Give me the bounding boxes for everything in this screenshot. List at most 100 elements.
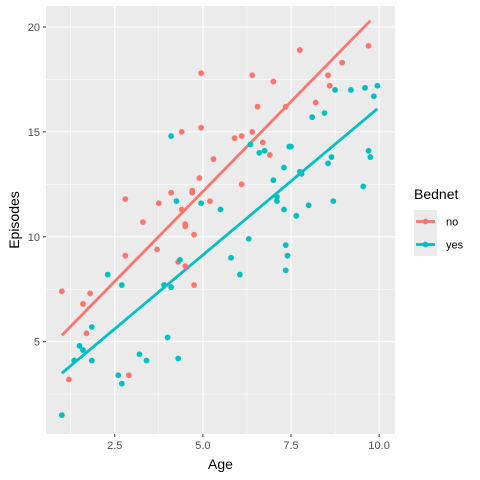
- data-point-yes: [118, 282, 125, 288]
- data-point-yes: [332, 87, 338, 93]
- data-point-yes: [274, 194, 280, 200]
- data-point-no: [140, 219, 146, 225]
- fit-line-yes: [60, 107, 379, 375]
- data-point-no: [259, 139, 266, 146]
- data-point-yes: [143, 357, 150, 364]
- axes: 2.5 5.0 7.5 10.0 5 10 15 20: [28, 22, 390, 452]
- x-tick-label: 7.5: [283, 440, 298, 452]
- data-point-yes: [175, 355, 182, 362]
- data-point-yes: [370, 93, 377, 100]
- data-point-yes: [367, 154, 374, 160]
- x-tick-label: 5.0: [195, 440, 210, 452]
- x-axis-title: Age: [208, 456, 233, 472]
- data-point-yes: [360, 183, 367, 190]
- data-point-no: [296, 47, 303, 53]
- data-point-no: [80, 301, 86, 307]
- data-point-no: [125, 372, 132, 379]
- data-point-yes: [281, 164, 287, 171]
- data-point-yes: [88, 357, 95, 364]
- data-point-no: [182, 223, 189, 230]
- data-point-yes: [136, 351, 143, 358]
- y-tick-label: 5: [34, 337, 40, 349]
- data-point-yes: [261, 147, 268, 154]
- data-point-yes: [164, 334, 171, 341]
- data-point-no: [249, 72, 256, 79]
- data-point-no: [191, 231, 197, 238]
- data-point-no: [270, 78, 277, 85]
- data-point-yes: [104, 271, 111, 278]
- legend: Bednet no yes: [414, 186, 464, 256]
- legend-label-no: no: [446, 217, 458, 229]
- data-point-yes: [328, 154, 335, 160]
- data-point-no: [122, 252, 129, 259]
- data-point-no: [266, 152, 273, 158]
- data-point-yes: [236, 271, 243, 278]
- data-point-no: [87, 290, 93, 297]
- data-point-no: [231, 135, 238, 142]
- data-point-yes: [274, 198, 280, 205]
- data-point-yes: [80, 347, 86, 353]
- data-point-yes: [198, 200, 205, 207]
- data-point-no: [168, 189, 175, 196]
- data-point-yes: [177, 256, 183, 263]
- data-point-yes: [88, 324, 95, 330]
- data-point-no: [191, 282, 197, 288]
- data-point-yes: [284, 252, 291, 259]
- data-point-no: [312, 99, 319, 106]
- data-point-no: [83, 330, 90, 337]
- data-point-yes: [76, 342, 83, 349]
- data-point-no: [365, 42, 372, 49]
- data-point-yes: [168, 133, 175, 139]
- fit-line-no: [60, 19, 372, 337]
- data-point-yes: [281, 206, 287, 213]
- data-point-no: [58, 288, 65, 295]
- legend-title: Bednet: [414, 186, 458, 202]
- data-point-no: [254, 103, 261, 110]
- data-point-yes: [71, 357, 78, 364]
- data-point-no: [196, 175, 203, 181]
- data-points: [58, 42, 381, 419]
- legend-label-yes: yes: [446, 240, 464, 252]
- data-point-yes: [245, 235, 252, 242]
- data-point-no: [325, 72, 331, 79]
- data-point-yes: [58, 412, 65, 419]
- data-point-yes: [298, 170, 305, 177]
- data-point-yes: [325, 160, 331, 167]
- y-axis-title: Episodes: [6, 191, 22, 249]
- x-tick-label: 2.5: [107, 440, 122, 452]
- data-point-no: [326, 82, 333, 89]
- data-point-no: [122, 196, 129, 202]
- data-point-yes: [348, 87, 354, 93]
- plot-panel: [46, 6, 395, 434]
- legend-key-point-no: [422, 218, 429, 225]
- data-point-yes: [362, 84, 368, 91]
- data-point-no: [282, 103, 289, 110]
- data-point-yes: [305, 202, 312, 209]
- data-point-yes: [270, 177, 277, 184]
- data-point-yes: [365, 147, 372, 154]
- data-point-yes: [330, 198, 337, 205]
- data-point-no: [210, 156, 217, 163]
- data-point-no: [154, 246, 160, 253]
- data-point-yes: [309, 114, 316, 121]
- data-point-yes: [293, 212, 300, 219]
- data-point-yes: [228, 254, 234, 261]
- data-point-yes: [282, 267, 289, 274]
- data-point-no: [339, 59, 346, 66]
- data-point-no: [66, 376, 72, 383]
- data-point-no: [189, 187, 196, 194]
- data-point-no: [182, 263, 189, 270]
- data-point-yes: [256, 149, 263, 156]
- x-tick-label: 10.0: [368, 440, 389, 452]
- data-point-yes: [288, 143, 294, 150]
- data-point-no: [198, 124, 205, 131]
- data-point-no: [207, 198, 213, 205]
- y-tick-label: 20: [28, 22, 40, 34]
- data-point-yes: [321, 110, 328, 116]
- data-point-no: [198, 70, 205, 77]
- data-point-yes: [118, 380, 125, 387]
- data-point-yes: [217, 206, 224, 213]
- data-point-no: [238, 181, 245, 188]
- data-point-yes: [247, 141, 254, 148]
